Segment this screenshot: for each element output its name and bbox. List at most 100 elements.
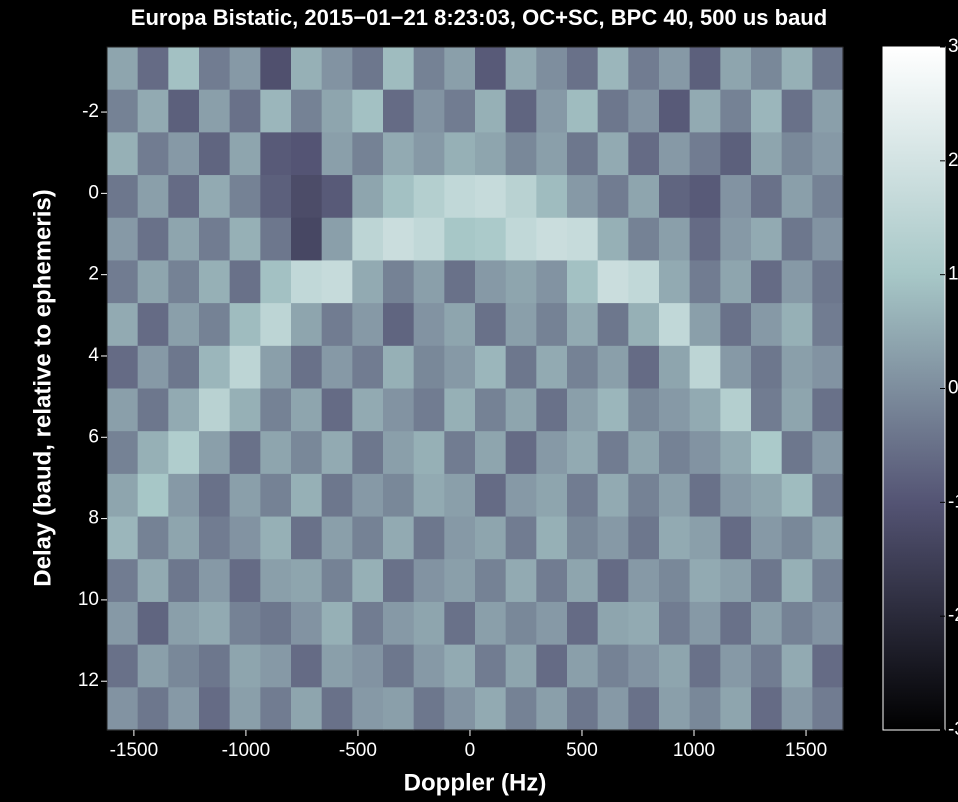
heatmap-cell bbox=[505, 217, 537, 262]
heatmap-cell bbox=[689, 644, 721, 688]
heatmap-cell bbox=[107, 217, 139, 262]
heatmap-cell bbox=[628, 89, 660, 133]
heatmap-cell bbox=[291, 89, 323, 133]
heatmap-cell bbox=[383, 175, 415, 219]
heatmap-cell bbox=[781, 601, 813, 646]
heatmap-cell bbox=[137, 345, 169, 390]
heatmap-cell bbox=[107, 89, 139, 133]
heatmap-cell bbox=[260, 303, 292, 347]
heatmap-cell bbox=[628, 47, 660, 91]
colorbar-tick-label: 0 bbox=[948, 378, 958, 399]
y-tick-label: -2 bbox=[82, 101, 99, 122]
heatmap-cell bbox=[352, 345, 384, 390]
heatmap-cell bbox=[812, 47, 844, 91]
heatmap-cell bbox=[137, 132, 169, 176]
heatmap-cell bbox=[812, 175, 844, 219]
heatmap-cell bbox=[536, 47, 568, 91]
heatmap-cell bbox=[689, 132, 721, 176]
heatmap-cell bbox=[689, 303, 721, 347]
heatmap-cell bbox=[107, 473, 139, 518]
heatmap-cell bbox=[229, 644, 261, 688]
heatmap-cell bbox=[260, 559, 292, 603]
heatmap-cell bbox=[352, 47, 384, 91]
heatmap-cell bbox=[321, 559, 353, 603]
axes: -1500-1000-500050010001500-2024681012-3-… bbox=[78, 36, 958, 761]
heatmap-cell bbox=[229, 388, 261, 432]
heatmap-cell bbox=[689, 473, 721, 518]
heatmap-cell bbox=[781, 260, 813, 304]
heatmap-cell bbox=[689, 388, 721, 432]
heatmap-cell bbox=[597, 303, 629, 347]
heatmap-cell bbox=[505, 303, 537, 347]
heatmap-cell bbox=[751, 47, 783, 91]
heatmap-cell bbox=[567, 601, 599, 646]
heatmap-cell bbox=[536, 644, 568, 688]
heatmap-cell bbox=[720, 687, 752, 731]
heatmap-cell bbox=[444, 687, 476, 731]
heatmap-cell bbox=[352, 260, 384, 304]
heatmap-cell bbox=[720, 516, 752, 560]
heatmap-cell bbox=[199, 601, 231, 646]
heatmap-cell bbox=[781, 559, 813, 603]
heatmap-cell bbox=[812, 303, 844, 347]
heatmap-cell bbox=[751, 303, 783, 347]
heatmap-cell bbox=[321, 47, 353, 91]
heatmap-cell bbox=[567, 175, 599, 219]
heatmap-cell bbox=[137, 89, 169, 133]
heatmap-cell bbox=[689, 431, 721, 475]
heatmap-cell bbox=[536, 516, 568, 560]
heatmap-cell bbox=[352, 303, 384, 347]
heatmap-cell bbox=[321, 89, 353, 133]
heatmap-cell bbox=[475, 516, 507, 560]
heatmap-cell bbox=[720, 388, 752, 432]
heatmap-cell bbox=[781, 303, 813, 347]
heatmap-cell bbox=[751, 217, 783, 262]
heatmap-cell bbox=[352, 175, 384, 219]
heatmap-cell bbox=[229, 345, 261, 390]
heatmap-cell bbox=[689, 601, 721, 646]
heatmap-cell bbox=[812, 516, 844, 560]
heatmap-cell bbox=[567, 345, 599, 390]
heatmap-cell bbox=[168, 175, 200, 219]
heatmap-cell bbox=[475, 345, 507, 390]
heatmap-cell bbox=[567, 303, 599, 347]
heatmap-cell bbox=[444, 47, 476, 91]
heatmap-cell bbox=[229, 175, 261, 219]
heatmap-cell bbox=[597, 388, 629, 432]
heatmap-cell bbox=[628, 217, 660, 262]
heatmap-cell bbox=[444, 89, 476, 133]
y-tick-label: 10 bbox=[78, 589, 99, 610]
x-tick-label: 500 bbox=[566, 740, 598, 761]
heatmap-cell bbox=[137, 388, 169, 432]
y-tick-label: 6 bbox=[88, 426, 99, 447]
heatmap-cell bbox=[137, 644, 169, 688]
heatmap-cell bbox=[781, 516, 813, 560]
heatmap-cell bbox=[383, 644, 415, 688]
heatmap-cell bbox=[751, 89, 783, 133]
heatmap-cell bbox=[689, 687, 721, 731]
heatmap-cell bbox=[199, 516, 231, 560]
heatmap-cell bbox=[107, 132, 139, 176]
heatmap-cell bbox=[689, 217, 721, 262]
heatmap-cell bbox=[107, 644, 139, 688]
heatmap-cell bbox=[720, 132, 752, 176]
heatmap-cell bbox=[812, 260, 844, 304]
heatmap-cell bbox=[352, 388, 384, 432]
heatmap-cell bbox=[383, 431, 415, 475]
heatmap-cell bbox=[107, 516, 139, 560]
heatmap-cell bbox=[291, 687, 323, 731]
heatmap-cell bbox=[505, 516, 537, 560]
heatmap-cell bbox=[567, 473, 599, 518]
heatmap-cell bbox=[781, 687, 813, 731]
heatmap-cell bbox=[260, 345, 292, 390]
heatmap-cell bbox=[321, 175, 353, 219]
heatmap-cell bbox=[628, 601, 660, 646]
heatmap-cell bbox=[229, 217, 261, 262]
heatmap-cell bbox=[352, 473, 384, 518]
heatmap-cell bbox=[291, 388, 323, 432]
heatmap-cell bbox=[444, 601, 476, 646]
heatmap-cell bbox=[413, 687, 445, 731]
heatmap-cell bbox=[229, 260, 261, 304]
heatmap-cell bbox=[567, 431, 599, 475]
heatmap-cell bbox=[352, 89, 384, 133]
